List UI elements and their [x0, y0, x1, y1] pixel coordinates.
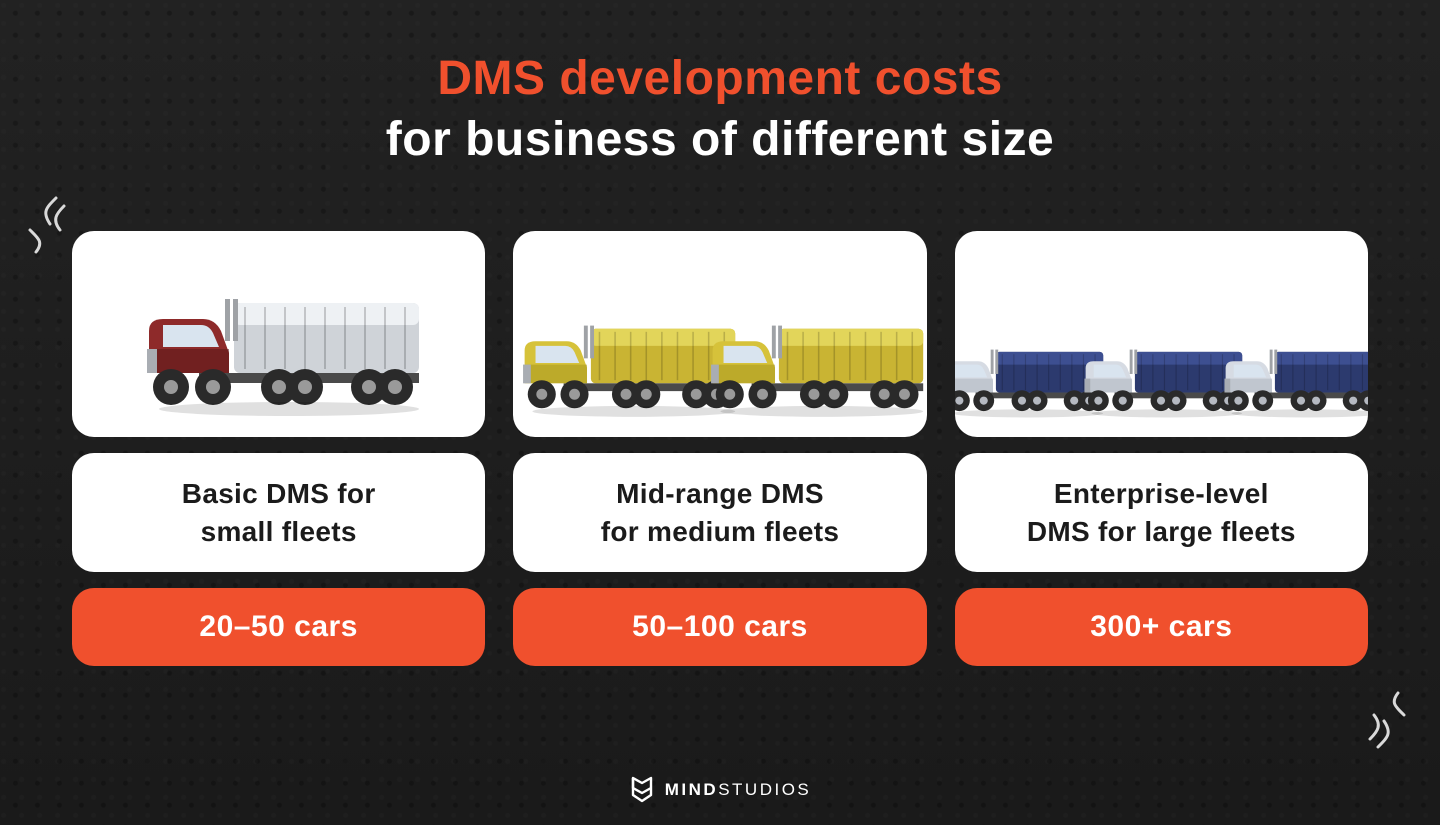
tier-medium: Mid-range DMS for medium fleets 50–100 c… [513, 231, 926, 667]
brand-name-bold: MIND [665, 780, 718, 799]
decorative-bracket-right-icon [1358, 685, 1418, 755]
tier-large-description: Enterprise-level DMS for large fleets [1027, 475, 1296, 551]
decorative-bracket-left-icon [16, 190, 76, 260]
tier-medium-illustration [513, 231, 926, 437]
tier-medium-badge: 50–100 cars [513, 588, 926, 666]
tier-small-badge: 20–50 cars [72, 588, 485, 666]
infographic-root: DMS development costs for business of di… [0, 0, 1440, 825]
tier-small-trucks [72, 279, 485, 419]
tier-medium-badge-text: 50–100 cars [632, 610, 808, 644]
tier-large-badge: 300+ cars [955, 588, 1368, 666]
tier-large-badge-text: 300+ cars [1090, 610, 1232, 644]
tier-large-illustration [955, 231, 1368, 437]
brand-logo-icon [629, 775, 655, 805]
tier-grid: Basic DMS for small fleets 20–50 cars [72, 231, 1368, 667]
footer: MINDSTUDIOS [0, 775, 1440, 805]
tier-medium-description-card: Mid-range DMS for medium fleets [513, 453, 926, 573]
tier-small-description-card: Basic DMS for small fleets [72, 453, 485, 573]
tier-small: Basic DMS for small fleets 20–50 cars [72, 231, 485, 667]
tier-small-illustration [72, 231, 485, 437]
title-line-2: for business of different size [386, 109, 1054, 170]
tier-large-trucks [955, 338, 1368, 419]
title-line-1: DMS development costs [386, 48, 1054, 109]
brand-name-light: STUDIOS [718, 780, 811, 799]
tier-small-badge-text: 20–50 cars [199, 610, 358, 644]
tier-medium-trucks [513, 310, 926, 419]
tier-large-description-card: Enterprise-level DMS for large fleets [955, 453, 1368, 573]
tier-small-description: Basic DMS for small fleets [182, 475, 376, 551]
tier-large: Enterprise-level DMS for large fleets 30… [955, 231, 1368, 667]
brand-name: MINDSTUDIOS [665, 780, 812, 800]
title-block: DMS development costs for business of di… [386, 48, 1054, 171]
tier-medium-description: Mid-range DMS for medium fleets [601, 475, 839, 551]
